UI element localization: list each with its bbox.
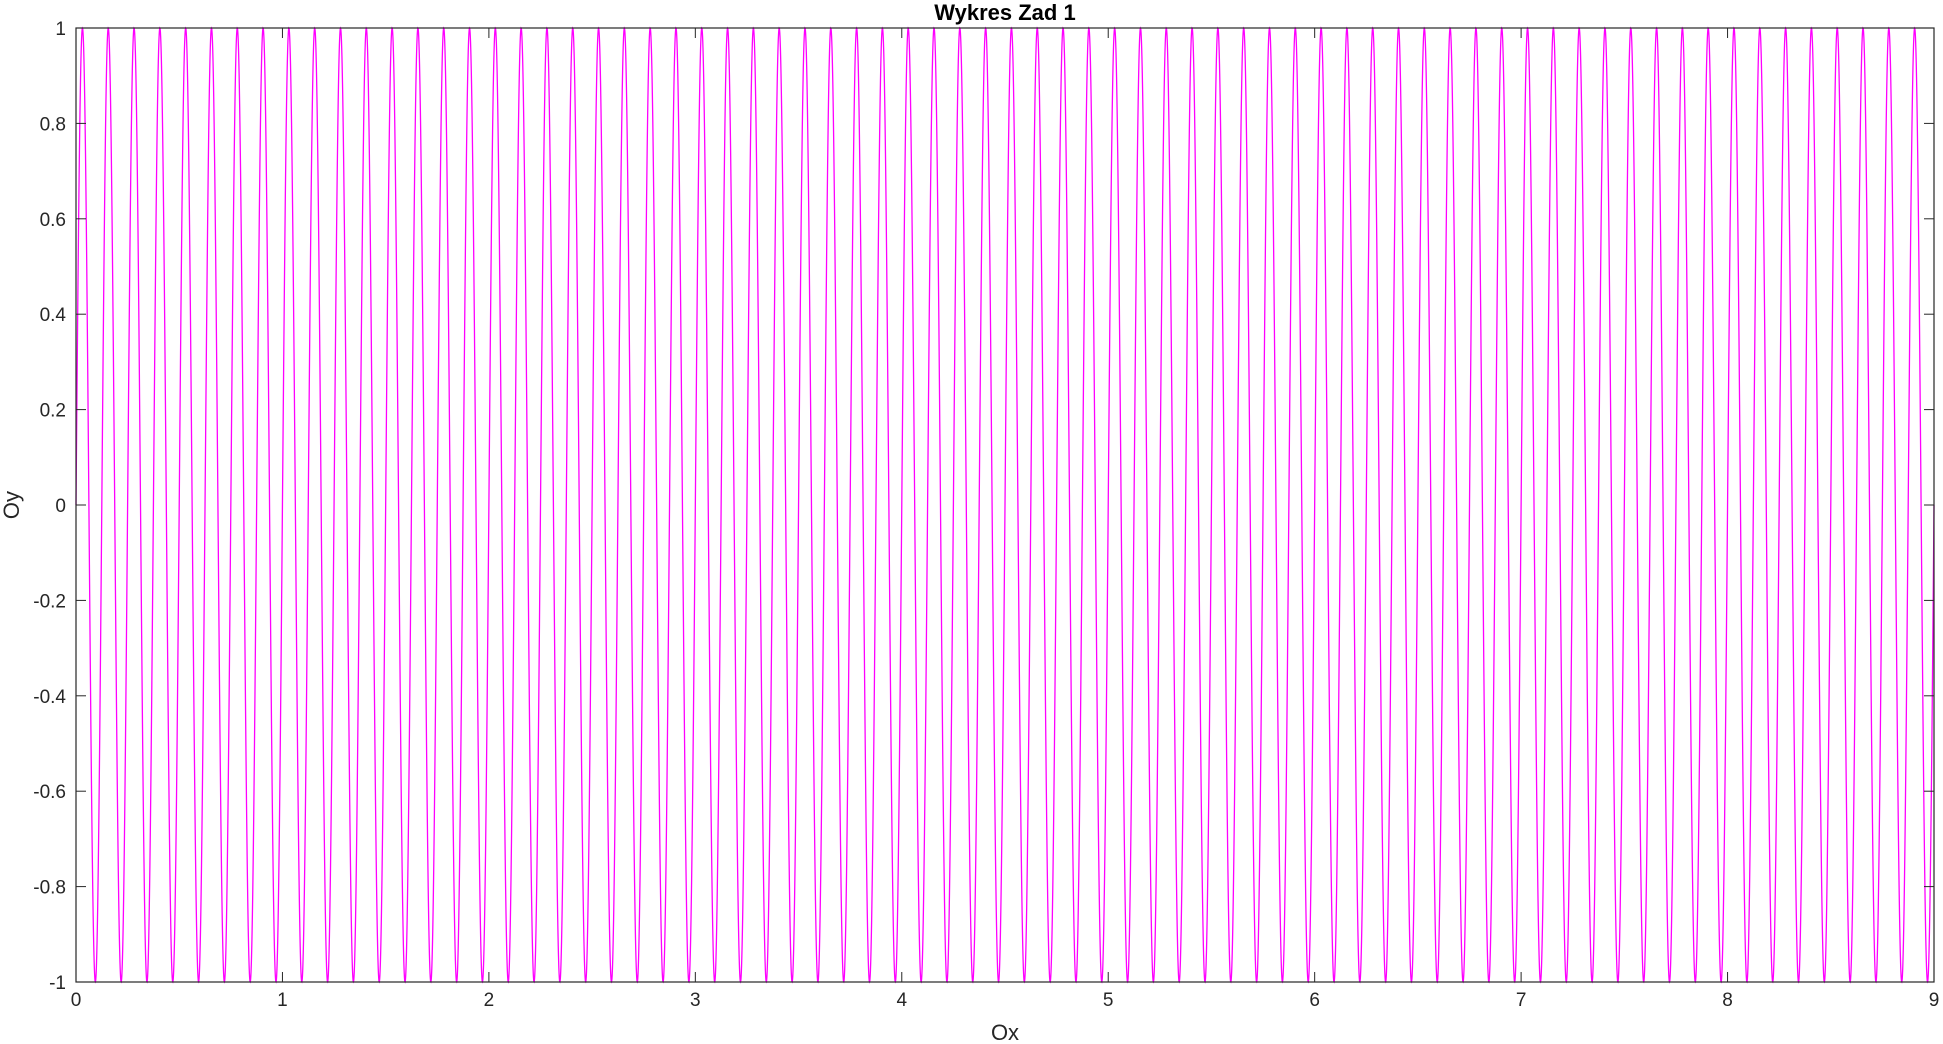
- x-tick-label: 7: [1516, 990, 1527, 1011]
- chart-title: Wykres Zad 1: [934, 0, 1075, 25]
- x-axis-label: Ox: [991, 1020, 1019, 1044]
- y-tick-label: -1: [49, 973, 66, 994]
- y-axis-label: Oy: [0, 491, 24, 519]
- y-tick-label: -0.2: [33, 591, 66, 612]
- series-line: [75, 26, 1935, 984]
- x-tick-label: 1: [277, 990, 288, 1011]
- y-tick-label: 0: [55, 496, 66, 517]
- x-tick-label: 2: [484, 990, 495, 1011]
- x-tick-label: 3: [690, 990, 701, 1011]
- x-tick-label: 0: [71, 990, 82, 1011]
- x-tick-label: 6: [1309, 990, 1320, 1011]
- y-tick-label: 0.8: [40, 114, 66, 135]
- x-tick-label: 8: [1722, 990, 1733, 1011]
- y-tick-label: 1: [55, 19, 66, 40]
- x-tick-label: 4: [896, 990, 907, 1011]
- x-tick-label: 9: [1929, 990, 1940, 1011]
- y-tick-label: -0.8: [33, 878, 66, 899]
- ticks-layer: 0 1 2 3 4 5 6 7 8 9 -1 -0.8 -0.6 -0.4 -0.2 0 0.2 0.4 0.6 0.…: [33, 19, 1939, 1011]
- series-layer: [75, 26, 1935, 984]
- x-tick-label: 5: [1103, 990, 1114, 1011]
- y-tick-label: 0.2: [40, 401, 66, 422]
- y-tick-label: 0.6: [40, 210, 66, 231]
- y-tick-label: -0.4: [33, 687, 66, 708]
- y-tick-label: -0.6: [33, 782, 66, 803]
- y-tick-label: 0.4: [40, 305, 67, 326]
